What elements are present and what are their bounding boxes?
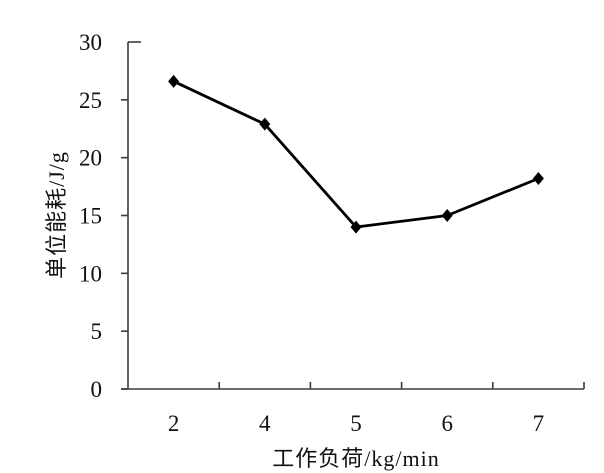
y-tick-label: 0 [91,377,103,402]
x-tick-label: 6 [441,411,453,436]
data-point-marker [441,209,453,222]
y-tick-label: 5 [91,319,103,344]
x-tick-label: 7 [533,411,545,436]
data-point-marker [350,220,362,234]
y-axis-title: 单位能耗/J/g [44,151,69,279]
x-tick-label: 4 [259,411,271,436]
y-tick-label: 15 [79,204,102,229]
data-point-marker [168,74,180,88]
y-tick-label: 30 [79,30,102,55]
data-point-marker [532,171,544,185]
x-tick-label: 2 [168,411,180,436]
x-tick-label: 5 [350,411,362,436]
series-line [173,80,539,229]
data-point-marker [259,117,271,131]
y-tick-label: 25 [79,88,102,113]
y-tick-label: 20 [79,146,102,171]
x-axis-title: 工作负荷/kg/min [272,446,440,471]
y-tick-label: 10 [79,261,102,286]
